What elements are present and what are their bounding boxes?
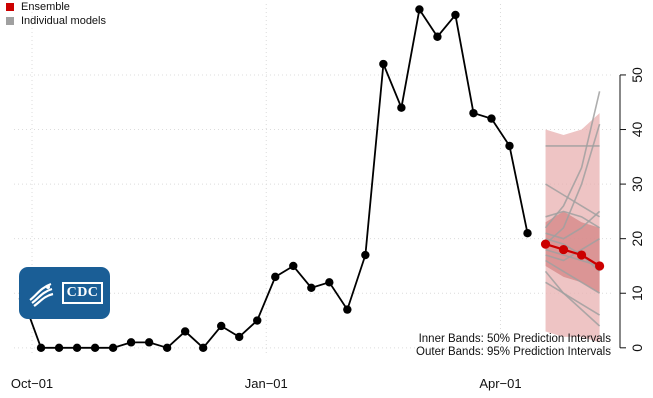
legend-item-ensemble: Ensemble <box>6 0 106 14</box>
observed-point <box>144 338 154 347</box>
observed-point <box>505 141 514 151</box>
ensemble-point <box>558 244 569 255</box>
observed-point <box>415 5 424 14</box>
y-tick-label: 40 <box>629 122 645 138</box>
y-tick-label: 0 <box>629 344 645 352</box>
cdc-logo: CDC <box>19 267 110 319</box>
legend-item-individual: Individual models <box>6 14 106 28</box>
legend-swatch-individual <box>6 17 14 25</box>
individual-model-line <box>544 270 601 316</box>
observed-point <box>325 278 334 287</box>
y-tick-label: 50 <box>629 67 645 83</box>
individual-model-line <box>545 281 601 327</box>
inner-band-note: Inner Bands: 50% Prediction Intervals <box>418 333 611 345</box>
y-tick-label: 20 <box>629 231 645 247</box>
axes: Oct−01 Jan−01 Apr−01 0 10 20 30 40 50 <box>11 67 645 391</box>
observed-point <box>36 343 46 353</box>
individual-model-line <box>545 210 601 229</box>
observed-point <box>307 283 316 292</box>
observed-point <box>469 108 478 118</box>
y-tick-label: 30 <box>629 176 645 192</box>
observed-point <box>198 343 208 353</box>
individual-model-line <box>545 210 601 240</box>
observed-point <box>90 343 100 353</box>
prediction-bands <box>545 113 600 343</box>
observed-point <box>72 343 82 353</box>
observed-point <box>379 59 388 69</box>
individual-model-line <box>545 238 601 262</box>
x-tick-label: Apr−01 <box>479 376 521 391</box>
observed-point <box>289 261 298 271</box>
individual-model-line <box>545 259 601 294</box>
observed-point <box>253 316 262 325</box>
logo-text: CDC <box>61 282 104 304</box>
observed-point <box>361 250 370 260</box>
ensemble-point <box>594 261 605 271</box>
hhs-eagle-icon <box>28 282 53 307</box>
observed-point <box>217 321 226 331</box>
legend-label-ensemble: Ensemble <box>21 1 70 13</box>
ensemble-series <box>540 239 605 271</box>
individual-model-line <box>544 91 601 229</box>
x-tick-label: Jan−01 <box>245 376 288 391</box>
individual-model-line <box>545 237 601 272</box>
observed-point <box>523 229 532 238</box>
individual-model-lines <box>544 91 601 327</box>
ensemble-line <box>545 243 601 267</box>
observed-point <box>487 114 496 123</box>
outer-band-note: Outer Bands: 95% Prediction Intervals <box>416 346 611 358</box>
observed-point <box>180 327 190 336</box>
observed-point <box>343 305 352 314</box>
individual-model-line <box>545 183 601 218</box>
ensemble-point <box>576 250 587 260</box>
grid-lines <box>14 4 614 356</box>
observed-point <box>397 103 406 112</box>
x-tick-label: Oct−01 <box>11 376 53 391</box>
observed-point <box>235 332 244 342</box>
y-tick-label: 10 <box>629 285 645 301</box>
ensemble-point <box>540 239 551 249</box>
observed-point <box>271 272 280 282</box>
legend-label-individual: Individual models <box>21 15 106 27</box>
observed-point <box>433 32 442 41</box>
observed-point <box>54 343 64 353</box>
legend: Ensemble Individual models <box>6 0 106 28</box>
observed-point <box>162 343 172 353</box>
observed-point <box>126 338 136 347</box>
observed-point <box>451 10 460 20</box>
legend-swatch-ensemble <box>6 3 14 11</box>
observed-point <box>108 343 118 353</box>
